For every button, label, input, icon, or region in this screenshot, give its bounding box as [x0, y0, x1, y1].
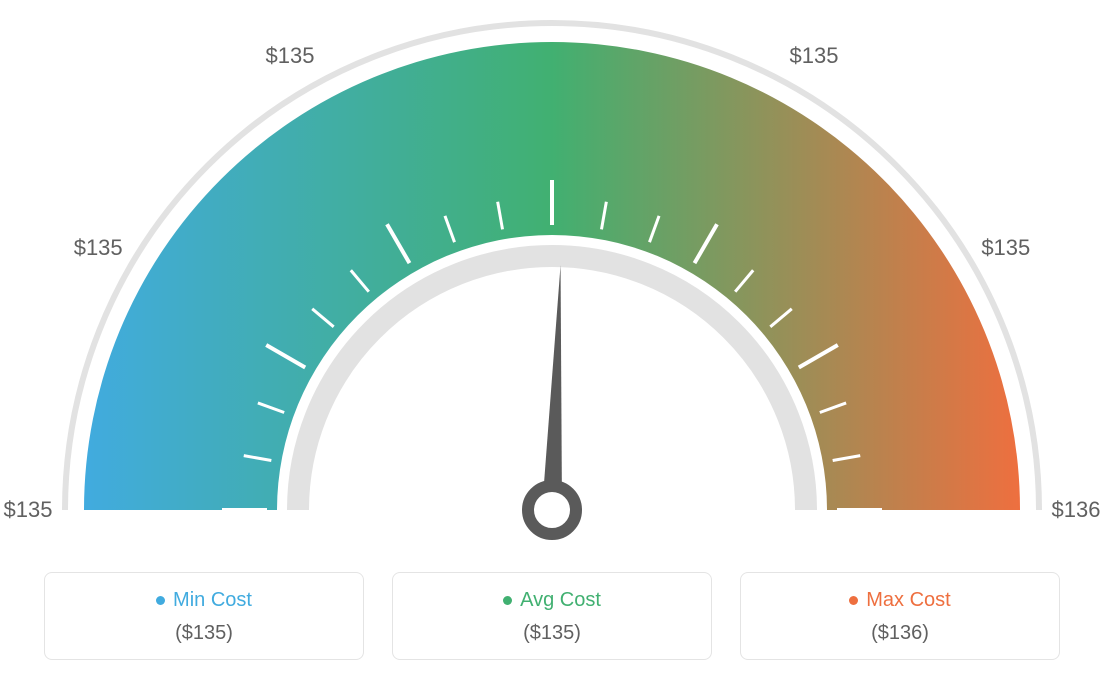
legend-row: Min Cost ($135) Avg Cost ($135) Max Cost… [40, 572, 1064, 660]
legend-dot-max [849, 596, 858, 605]
legend-dot-min [156, 596, 165, 605]
legend-title-avg: Avg Cost [503, 589, 601, 612]
gauge-svg [52, 10, 1052, 560]
gauge-tick-label: $135 [266, 43, 315, 69]
legend-value-max: ($136) [751, 622, 1049, 645]
legend-value-min: ($135) [55, 622, 353, 645]
legend-dot-avg [503, 596, 512, 605]
legend-value-avg: ($135) [403, 622, 701, 645]
legend-card-max: Max Cost ($136) [740, 572, 1060, 660]
legend-title-min: Min Cost [156, 589, 252, 612]
gauge-area: $135$135$135$135$135$135$136 [0, 0, 1104, 560]
legend-label-min: Min Cost [173, 589, 252, 612]
gauge-tick-label: $136 [1052, 497, 1101, 523]
gauge-tick-label: $135 [74, 235, 123, 261]
gauge-tick-label: $135 [4, 497, 53, 523]
legend-title-max: Max Cost [849, 589, 950, 612]
gauge-tick-label: $135 [981, 235, 1030, 261]
gauge-tick-label: $135 [790, 43, 839, 69]
legend-label-max: Max Cost [866, 589, 950, 612]
legend-label-avg: Avg Cost [520, 589, 601, 612]
legend-card-min: Min Cost ($135) [44, 572, 364, 660]
legend-card-avg: Avg Cost ($135) [392, 572, 712, 660]
chart-container: $135$135$135$135$135$135$136 Min Cost ($… [0, 0, 1104, 690]
